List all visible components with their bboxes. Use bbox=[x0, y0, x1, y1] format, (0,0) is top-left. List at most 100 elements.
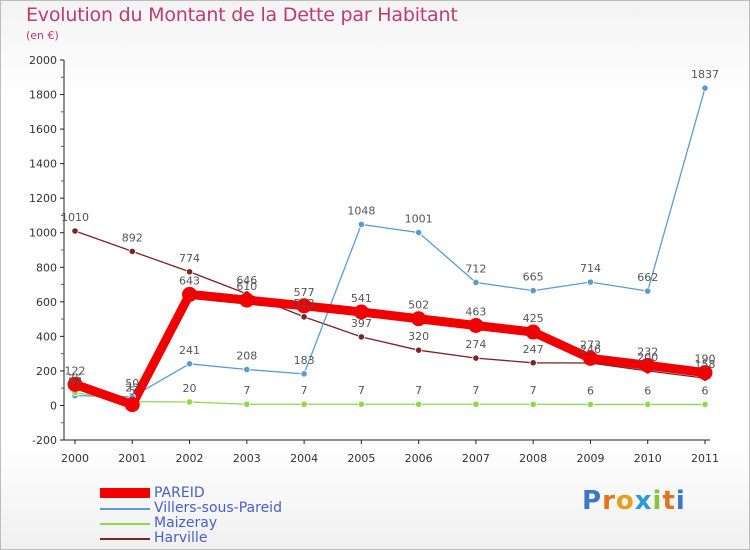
series-line-harville bbox=[74, 230, 706, 379]
y-tick-label: 600 bbox=[36, 296, 57, 309]
y-tick-label: 1800 bbox=[29, 89, 57, 102]
data-label: 6 bbox=[702, 384, 709, 397]
data-point bbox=[472, 354, 480, 362]
data-label: 425 bbox=[523, 312, 544, 325]
data-point bbox=[300, 400, 308, 408]
data-point bbox=[644, 287, 652, 295]
data-label: 241 bbox=[179, 344, 200, 357]
data-point bbox=[697, 365, 713, 381]
data-point bbox=[415, 400, 423, 408]
data-point bbox=[124, 397, 140, 413]
data-point bbox=[529, 359, 537, 367]
data-point bbox=[701, 400, 709, 409]
y-tick-label: 1600 bbox=[29, 123, 57, 136]
data-label: 247 bbox=[523, 343, 544, 356]
data-label: 7 bbox=[243, 384, 250, 397]
logo-letter: P bbox=[582, 486, 603, 516]
series-line-villers-sous-pareid bbox=[74, 87, 706, 398]
data-label: 646 bbox=[236, 274, 257, 287]
data-label: 463 bbox=[465, 305, 486, 318]
data-label: 190 bbox=[695, 353, 716, 366]
logo-letter: i bbox=[652, 486, 663, 516]
y-tick-label: 0 bbox=[50, 399, 57, 412]
y-tick-label: 200 bbox=[36, 365, 57, 378]
data-label: 1010 bbox=[61, 211, 89, 224]
data-label: 20 bbox=[183, 382, 197, 395]
data-point bbox=[239, 292, 255, 308]
legend-swatch-harville bbox=[100, 538, 150, 540]
x-tick-label: 2003 bbox=[233, 452, 261, 465]
data-point bbox=[67, 376, 83, 392]
data-label: 662 bbox=[637, 271, 658, 284]
series-line-pareid bbox=[70, 289, 710, 410]
data-label: 158 bbox=[695, 358, 716, 371]
data-point bbox=[185, 398, 194, 406]
data-point bbox=[353, 304, 369, 320]
data-point bbox=[586, 400, 595, 409]
legend-label-pareid: PAREID bbox=[154, 485, 205, 501]
data-label: 513 bbox=[294, 297, 315, 310]
data-point bbox=[300, 313, 308, 321]
data-point bbox=[71, 227, 79, 235]
data-point bbox=[529, 286, 537, 295]
legend-swatch-pareid bbox=[100, 488, 150, 498]
data-label: 183 bbox=[294, 354, 315, 367]
data-point bbox=[472, 400, 480, 408]
data-label: 232 bbox=[637, 345, 658, 358]
x-tick-label: 2002 bbox=[176, 452, 204, 465]
data-label: 1048 bbox=[347, 204, 375, 217]
data-point bbox=[243, 400, 251, 408]
y-tick-label: 400 bbox=[36, 330, 57, 343]
data-point bbox=[529, 400, 537, 408]
data-point bbox=[472, 278, 480, 287]
data-point bbox=[357, 333, 365, 341]
y-tick-label: 800 bbox=[36, 261, 57, 274]
x-tick-label: 2005 bbox=[347, 452, 375, 465]
chart-subtitle: (en €) bbox=[26, 29, 59, 42]
data-point bbox=[357, 400, 365, 408]
series-line-maizeray bbox=[74, 391, 706, 406]
data-label: 643 bbox=[179, 274, 200, 287]
data-label: 22 bbox=[125, 382, 139, 395]
data-label: 50 bbox=[125, 377, 139, 390]
x-tick-label: 2010 bbox=[634, 452, 662, 465]
data-label: 7 bbox=[530, 384, 537, 397]
data-label: 7 bbox=[301, 384, 308, 397]
data-label: 320 bbox=[408, 330, 429, 343]
logo-letter: r bbox=[602, 486, 616, 516]
data-point bbox=[296, 298, 312, 314]
data-label: 712 bbox=[465, 262, 486, 275]
data-label: 577 bbox=[294, 286, 315, 299]
data-label: 892 bbox=[122, 231, 143, 244]
x-tick-label: 2011 bbox=[691, 452, 719, 465]
data-label: 541 bbox=[351, 292, 372, 305]
data-point bbox=[701, 84, 709, 92]
data-point bbox=[411, 311, 427, 327]
data-label: 610 bbox=[236, 280, 257, 293]
data-label: 200 bbox=[637, 351, 658, 364]
data-label: 273 bbox=[580, 338, 601, 351]
data-label: 246 bbox=[580, 343, 601, 356]
data-label: 208 bbox=[236, 350, 257, 363]
y-tick-label: 1200 bbox=[29, 192, 57, 205]
data-point bbox=[300, 370, 308, 378]
data-label: 75 bbox=[68, 373, 82, 386]
data-label: 397 bbox=[351, 317, 372, 330]
data-point bbox=[468, 317, 484, 333]
logo-letter: t bbox=[662, 486, 676, 516]
x-tick-label: 2006 bbox=[405, 452, 433, 465]
proxiti-logo: Proxiti bbox=[582, 486, 686, 516]
data-point bbox=[644, 400, 652, 409]
chart-title: Evolution du Montant de la Dette par Hab… bbox=[26, 4, 458, 26]
logo-letter: i bbox=[675, 486, 686, 516]
data-label: 7 bbox=[472, 384, 479, 397]
data-point bbox=[586, 278, 595, 286]
x-tick-label: 2001 bbox=[118, 452, 146, 465]
logo-letter: x bbox=[634, 486, 653, 516]
data-point bbox=[243, 365, 251, 374]
x-tick-label: 2000 bbox=[61, 452, 89, 465]
data-point bbox=[640, 357, 656, 373]
data-label: 502 bbox=[408, 299, 429, 312]
data-label: 1001 bbox=[405, 213, 433, 226]
